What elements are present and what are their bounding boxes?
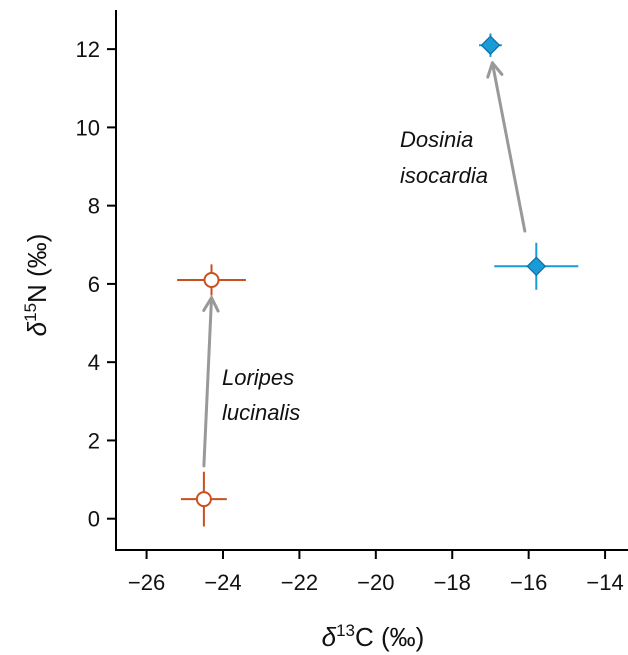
x-axis-ticks: −26 −24 −22 −20 −18 −16 −14 xyxy=(128,550,624,595)
data-point xyxy=(177,264,246,296)
data-point xyxy=(180,471,227,527)
diamond-marker xyxy=(480,35,501,56)
arrow-shaft xyxy=(490,61,527,233)
y-tick-label: 6 xyxy=(88,272,100,297)
data-point xyxy=(478,33,502,57)
y-tick-label: 10 xyxy=(76,115,100,140)
x-axis-title: δ13C (‰) xyxy=(322,621,425,652)
arrow-head xyxy=(486,61,504,79)
y-axis-ticks: 0 2 4 6 8 10 12 xyxy=(76,37,116,532)
x-tick-label: −22 xyxy=(281,570,318,595)
circle-marker xyxy=(195,491,212,508)
annotation-loripes-line2: lucinalis xyxy=(222,400,300,425)
annotation-dosinia-line2: isocardia xyxy=(400,163,488,188)
arrow-head xyxy=(202,296,220,313)
x-tick-label: −24 xyxy=(204,570,241,595)
arrows xyxy=(202,61,527,468)
arrow xyxy=(486,61,527,233)
annotations: Dosinia isocardia Loripes lucinalis xyxy=(222,127,488,425)
x-tick-label: −26 xyxy=(128,570,165,595)
y-tick-label: 8 xyxy=(88,194,100,219)
data-point xyxy=(494,242,579,290)
arrow-shaft xyxy=(202,296,214,468)
data-points xyxy=(177,33,579,527)
y-tick-label: 0 xyxy=(88,507,100,532)
annotation-dosinia-line1: Dosinia xyxy=(400,127,473,152)
arrow xyxy=(202,296,220,468)
axes xyxy=(115,10,628,551)
circle-marker xyxy=(203,272,220,288)
x-tick-label: −16 xyxy=(510,570,547,595)
y-tick-label: 4 xyxy=(88,350,100,375)
annotation-loripes-line1: Loripes xyxy=(222,365,294,390)
y-axis-title: δ15N (‰) xyxy=(21,234,52,337)
diamond-marker xyxy=(526,256,547,277)
x-tick-label: −14 xyxy=(586,570,623,595)
x-tick-label: −20 xyxy=(357,570,394,595)
y-tick-label: 12 xyxy=(76,37,100,62)
y-tick-label: 2 xyxy=(88,428,100,453)
x-tick-label: −18 xyxy=(434,570,471,595)
